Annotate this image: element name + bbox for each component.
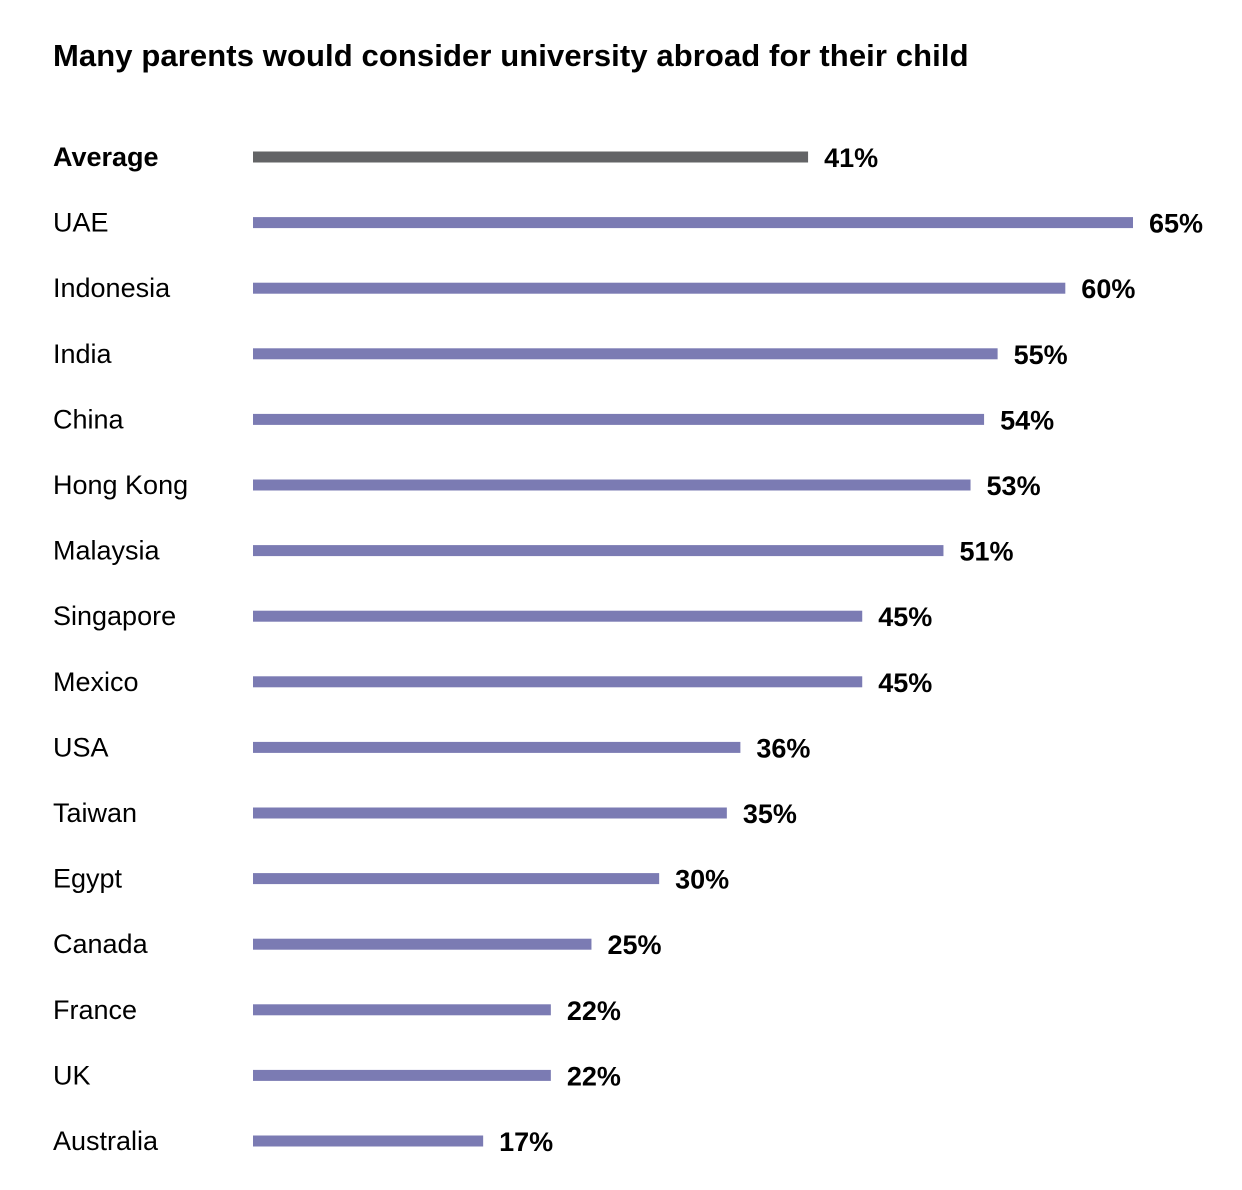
category-label-china: China [53,404,125,434]
value-label-taiwan: 35% [743,799,797,829]
bar-india [253,348,998,360]
category-label-india: India [53,339,113,369]
category-label-egypt: Egypt [53,864,123,894]
value-label-usa: 36% [756,733,810,763]
bar-malaysia [253,545,944,557]
category-label-singapore: Singapore [53,601,176,631]
bar-usa [253,741,741,753]
bar-china [253,413,985,425]
bar-taiwan [253,807,727,819]
value-label-singapore: 45% [878,602,932,632]
value-label-malaysia: 51% [959,537,1013,567]
bar-singapore [253,610,863,622]
value-label-uk: 22% [567,1061,621,1091]
category-label-indonesia: Indonesia [53,273,171,303]
value-label-canada: 25% [607,930,661,960]
category-label-canada: Canada [53,929,149,959]
bar-canada [253,938,592,950]
category-label-hong-kong: Hong Kong [53,470,188,500]
value-label-average: 41% [824,143,878,173]
chart-title: Many parents would consider university a… [53,38,969,73]
bar-uk [253,1069,551,1081]
category-label-australia: Australia [53,1126,159,1156]
category-label-france: France [53,995,137,1025]
value-label-mexico: 45% [878,668,932,698]
category-label-uk: UK [53,1060,91,1090]
category-label-uae: UAE [53,208,109,238]
bar-france [253,1004,551,1016]
value-label-indonesia: 60% [1081,274,1135,304]
value-label-australia: 17% [499,1127,553,1157]
bar-egypt [253,873,660,885]
category-label-average: Average [53,142,159,172]
bar-mexico [253,676,863,688]
value-label-india: 55% [1014,340,1068,370]
bar-average [253,151,809,163]
value-label-uae: 65% [1149,209,1203,239]
category-label-mexico: Mexico [53,667,139,697]
category-label-malaysia: Malaysia [53,536,161,566]
value-label-france: 22% [567,996,621,1026]
bar-indonesia [253,282,1066,294]
category-label-usa: USA [53,732,109,762]
bar-uae [253,217,1133,229]
category-label-taiwan: Taiwan [53,798,137,828]
value-label-egypt: 30% [675,865,729,895]
bar-australia [253,1135,484,1147]
bar-hong-kong [253,479,971,491]
value-label-hong-kong: 53% [987,471,1041,501]
value-label-china: 54% [1000,405,1054,435]
